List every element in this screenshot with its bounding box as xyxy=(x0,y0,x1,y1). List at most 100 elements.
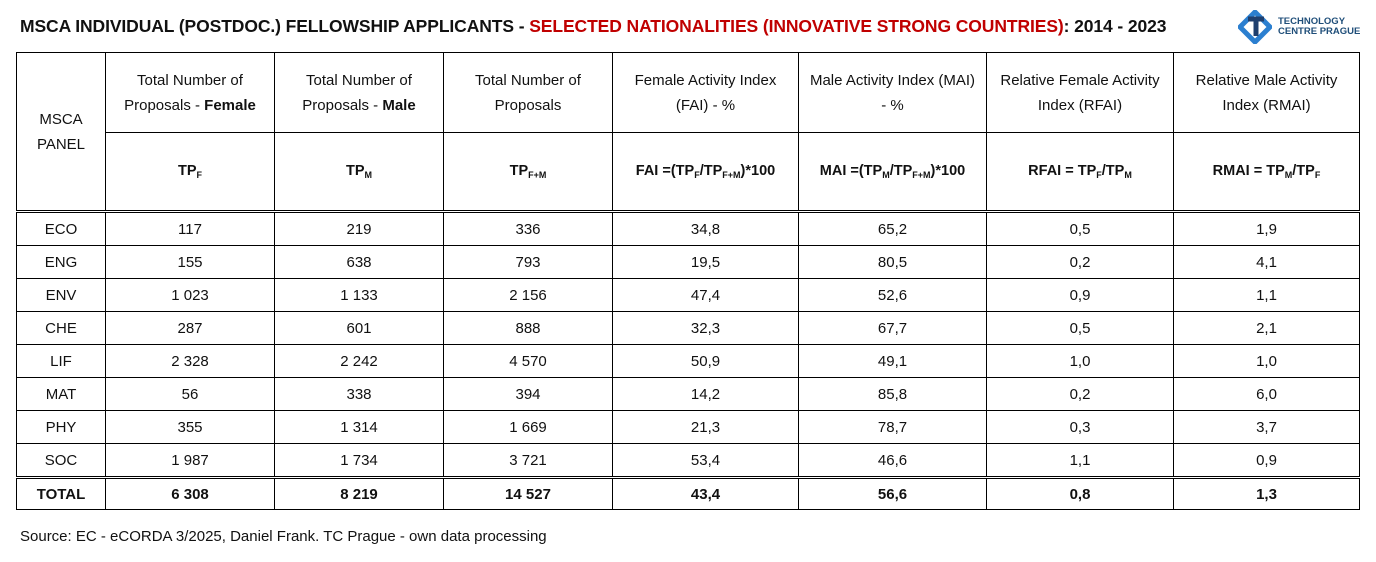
header-row: MSCA PANEL Total Number of Proposals - F… xyxy=(16,52,1360,213)
formula-part: /TP xyxy=(1292,163,1315,179)
value-cell: 0,5 xyxy=(986,211,1174,246)
formula-cell: FAI =(TPF/TPF+M)*100 xyxy=(612,132,799,213)
value-cell: 0,5 xyxy=(986,311,1174,345)
header-text: Relative Male Activity Index (RMAI) xyxy=(1195,71,1338,114)
value-cell: 888 xyxy=(443,311,613,345)
value-cell: 336 xyxy=(443,211,613,246)
formula-cell: RMAI = TPM/TPF xyxy=(1173,132,1360,213)
value-cell: 4,1 xyxy=(1173,245,1360,279)
value-cell: 0,2 xyxy=(986,377,1174,411)
value-cell: 43,4 xyxy=(612,476,799,510)
page-title: MSCA INDIVIDUAL (POSTDOC.) FELLOWSHIP AP… xyxy=(20,16,1167,37)
logo: TECHNOLOGY CENTRE PRAGUE xyxy=(1238,10,1360,44)
value-cell: 155 xyxy=(105,245,275,279)
value-cell: 6 308 xyxy=(105,476,275,510)
value-cell: 4 570 xyxy=(443,344,613,378)
formula-part: M xyxy=(882,170,890,180)
formula-row: TPF TPM TPF+M FAI =(TPF/TPF+M)*100 MAI =(TPM… xyxy=(17,132,1360,213)
table-row: CHE 287 601 888 32,3 67,7 0,5 2,1 xyxy=(16,311,1360,345)
table-row: ENV 1 023 1 133 2 156 47,4 52,6 0,9 1,1 xyxy=(16,278,1360,312)
panel-cell: ENV xyxy=(16,278,106,312)
value-cell: 1,0 xyxy=(986,344,1174,378)
table-row: ECO 117 219 336 34,8 65,2 0,5 1,9 xyxy=(16,211,1360,246)
value-cell: 1 023 xyxy=(105,278,275,312)
total-row: TOTAL 6 308 8 219 14 527 43,4 56,6 0,8 1,3 xyxy=(16,476,1360,510)
value-cell: 85,8 xyxy=(798,377,987,411)
value-cell: 1 987 xyxy=(105,443,275,478)
value-cell: 793 xyxy=(443,245,613,279)
value-cell: 117 xyxy=(105,211,275,246)
formula-cell: RFAI = TPF/TPM xyxy=(986,132,1174,213)
logo-line2: CENTRE PRAGUE xyxy=(1278,26,1361,37)
value-cell: 287 xyxy=(105,311,275,345)
value-cell: 8 219 xyxy=(274,476,444,510)
value-cell: 2 156 xyxy=(443,278,613,312)
column-header: Total Number of Proposals xyxy=(443,52,613,133)
value-cell: 1 734 xyxy=(274,443,444,478)
table-row: LIF 2 328 2 242 4 570 50,9 49,1 1,0 1,0 xyxy=(16,344,1360,378)
formula-cell: MAI =(TPM/TPF+M)*100 xyxy=(798,132,987,213)
value-cell: 601 xyxy=(274,311,444,345)
value-cell: 6,0 xyxy=(1173,377,1360,411)
column-header: Female Activity Index (FAI) - % xyxy=(612,52,799,133)
title-years: : 2014 - 2023 xyxy=(1063,16,1167,36)
panel-cell: TOTAL xyxy=(16,476,106,510)
value-cell: 338 xyxy=(274,377,444,411)
value-cell: 50,9 xyxy=(612,344,799,378)
formula-part: F+M xyxy=(912,170,931,180)
value-cell: 2 242 xyxy=(274,344,444,378)
value-cell: 52,6 xyxy=(798,278,987,312)
formula-part: F xyxy=(1314,170,1321,180)
logo-line1: TECHNOLOGY xyxy=(1278,16,1346,27)
formula-part: TP xyxy=(345,163,365,179)
value-cell: 1 669 xyxy=(443,410,613,444)
value-cell: 21,3 xyxy=(612,410,799,444)
value-cell: 56,6 xyxy=(798,476,987,510)
formula-part: M xyxy=(364,170,373,180)
table-row: SOC 1 987 1 734 3 721 53,4 46,6 1,1 0,9 xyxy=(16,443,1360,478)
formula-part: F xyxy=(694,170,700,180)
panel-cell: ECO xyxy=(16,211,106,246)
formula-part: )*100 xyxy=(930,163,966,179)
formula-part: F+M xyxy=(528,170,547,180)
title-highlight: SELECTED NATIONALITIES (INNOVATIVE STRON… xyxy=(529,16,1064,36)
column-header: Total Number of Proposals - Male xyxy=(274,52,444,133)
value-cell: 65,2 xyxy=(798,211,987,246)
value-cell: 80,5 xyxy=(798,245,987,279)
column-header: Relative Male Activity Index (RMAI) xyxy=(1173,52,1360,133)
table-row: PHY 355 1 314 1 669 21,3 78,7 0,3 3,7 xyxy=(16,410,1360,444)
value-cell: 219 xyxy=(274,211,444,246)
column-header: Male Activity Index (MAI) - % xyxy=(798,52,987,133)
logo-icon xyxy=(1238,10,1272,44)
value-cell: 3,7 xyxy=(1173,410,1360,444)
column-header: Relative Female Activity Index (RFAI) xyxy=(986,52,1174,133)
value-cell: 56 xyxy=(105,377,275,411)
value-cell: 78,7 xyxy=(798,410,987,444)
formula-part: M xyxy=(1124,170,1132,180)
value-cell: 2,1 xyxy=(1173,311,1360,345)
value-cell: 32,3 xyxy=(612,311,799,345)
header-bold: Male xyxy=(382,96,416,114)
formula-part: )*100 xyxy=(740,163,776,179)
value-cell: 53,4 xyxy=(612,443,799,478)
formula-part: TP xyxy=(177,163,197,179)
formula-part: /TP xyxy=(699,163,723,179)
panel-cell: CHE xyxy=(16,311,106,345)
header-text: Total Number of Proposals - xyxy=(302,71,412,114)
value-cell: 19,5 xyxy=(612,245,799,279)
header-text: Total Number of Proposals xyxy=(475,71,581,114)
value-cell: 394 xyxy=(443,377,613,411)
value-cell: 1,0 xyxy=(1173,344,1360,378)
panel-header: MSCA PANEL xyxy=(16,52,106,213)
formula-part: RFAI = TP xyxy=(1028,163,1097,179)
value-cell: 1,9 xyxy=(1173,211,1360,246)
formula-part: /TP xyxy=(1101,163,1125,179)
value-cell: 0,8 xyxy=(986,476,1174,510)
panel-cell: SOC xyxy=(16,443,106,478)
panel-cell: PHY xyxy=(16,410,106,444)
table-row: ENG 155 638 793 19,5 80,5 0,2 4,1 xyxy=(16,245,1360,279)
formula-cell: TPM xyxy=(274,132,444,213)
formula-part: TP xyxy=(509,163,529,179)
value-cell: 47,4 xyxy=(612,278,799,312)
value-cell: 1 314 xyxy=(274,410,444,444)
